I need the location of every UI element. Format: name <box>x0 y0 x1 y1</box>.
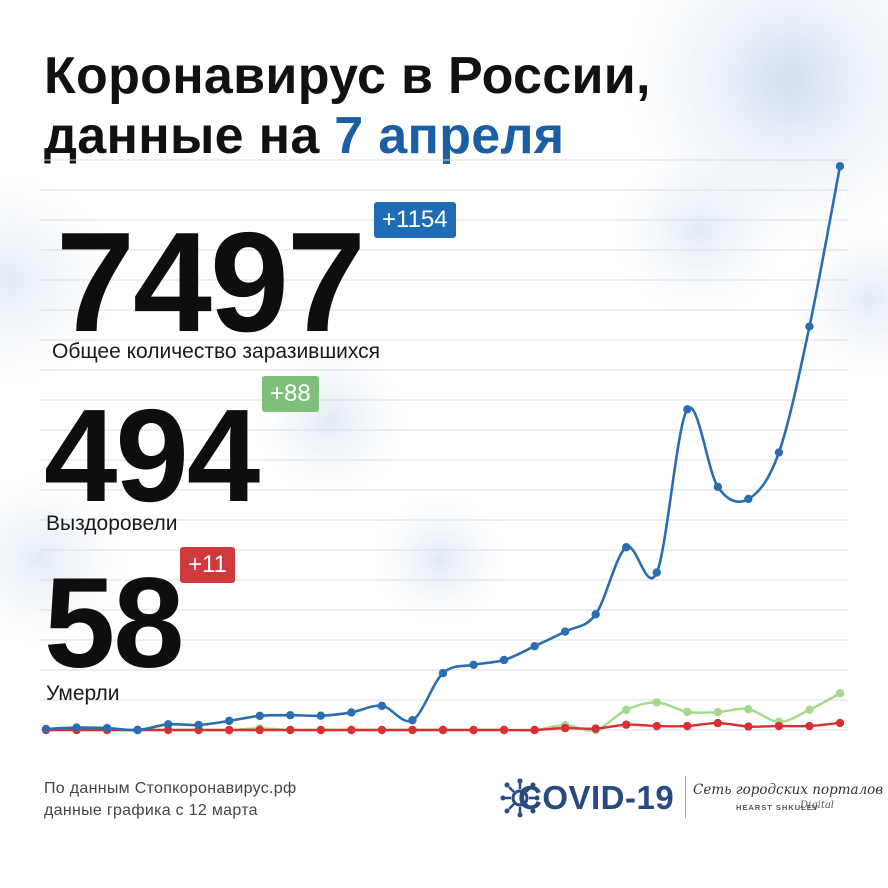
total-cases-point <box>530 642 539 651</box>
total-cases-point <box>438 668 448 678</box>
total-cases-point <box>377 701 387 711</box>
logo-divider <box>685 776 686 818</box>
total-cases-point <box>622 543 631 552</box>
title-line-1: Коронавирус в России, <box>44 47 651 105</box>
total-cases-point <box>774 448 784 457</box>
title-line-2-prefix: данные на <box>44 107 335 165</box>
recovered-delta-badge: +88 <box>262 376 319 412</box>
recovered-label: Выздоровели <box>46 512 178 535</box>
deaths-point <box>377 725 387 735</box>
total-cases-point <box>805 322 814 331</box>
brand-suffix: Digital <box>800 800 834 811</box>
total-cases-point <box>713 482 723 492</box>
brand-tagline: Сеть городских порталов <box>693 782 884 798</box>
chart-grid <box>40 159 848 731</box>
chart-points <box>41 162 845 735</box>
deaths-point <box>286 725 295 735</box>
total-cases-point <box>102 723 112 733</box>
deaths-point <box>469 725 478 735</box>
total-cases-point <box>163 720 173 729</box>
deaths-point <box>713 718 723 728</box>
recovered-point <box>652 698 661 707</box>
total-cases-label: Общее количество заразившихся <box>52 340 381 363</box>
total-cases-point <box>194 720 203 730</box>
total-cases-point <box>469 660 478 670</box>
total-cases-point <box>316 711 326 720</box>
source-line-2: данные графика с 12 марта <box>44 802 258 819</box>
total-cases-point <box>408 715 417 725</box>
total-cases-point <box>225 716 234 726</box>
deaths-point <box>499 725 509 735</box>
deaths-point <box>530 725 539 735</box>
total-cases-point <box>347 708 356 717</box>
total-cases-point <box>41 724 51 734</box>
deaths-value: 58 <box>44 552 184 695</box>
total-cases-point <box>72 723 81 732</box>
virus-icon <box>500 778 540 818</box>
covid-logo-text: COVID-19 <box>518 779 675 816</box>
deaths-point <box>408 725 417 735</box>
title-line-2: данные на 7 апреля <box>44 106 651 166</box>
recovered-point <box>835 689 845 698</box>
deaths-point <box>774 721 784 731</box>
deaths-point <box>835 718 845 728</box>
deaths-point <box>316 725 326 735</box>
total-cases-point <box>591 610 600 619</box>
recovered-point <box>622 705 631 715</box>
recovered-point <box>805 705 814 715</box>
deaths-delta-badge: +11 <box>180 547 235 583</box>
deaths-point <box>560 723 570 733</box>
title-date: 7 апреля <box>334 107 565 165</box>
deaths-point <box>347 725 356 735</box>
recovered-point <box>713 707 723 717</box>
deaths-point <box>683 721 692 731</box>
total-cases-point <box>683 405 692 414</box>
deaths-point <box>438 725 448 735</box>
total-cases-point <box>133 725 142 735</box>
deaths-label: Умерли <box>46 682 120 705</box>
total-cases-point <box>499 655 509 665</box>
recovered-point <box>744 704 753 714</box>
deaths-point <box>591 724 600 733</box>
total-cases-point <box>652 568 661 577</box>
recovered-point <box>683 707 692 717</box>
total-cases-point <box>835 162 845 171</box>
deaths-point <box>622 720 631 729</box>
deaths-point <box>652 721 661 731</box>
total-cases-point <box>255 711 264 721</box>
page-title: Коронавирус в России, данные на 7 апреля <box>44 46 651 166</box>
source-footnote: По данным Стопкоронавирус.рф данные граф… <box>44 778 296 822</box>
total-cases-delta-badge: +1154 <box>374 202 456 238</box>
deaths-point <box>225 725 234 735</box>
total-cases-value: 7497 <box>56 203 366 362</box>
total-cases-point <box>744 494 753 504</box>
recovered-value: 494 <box>44 382 260 529</box>
deaths-point <box>805 721 814 731</box>
total-cases-point <box>286 710 295 720</box>
source-line-1: По данным Стопкоронавирус.рф <box>44 780 297 797</box>
deaths-point <box>255 725 264 735</box>
total-cases-point <box>560 627 570 636</box>
brand-name: HEARST SHKULEV <box>736 803 819 812</box>
deaths-point <box>744 722 753 731</box>
